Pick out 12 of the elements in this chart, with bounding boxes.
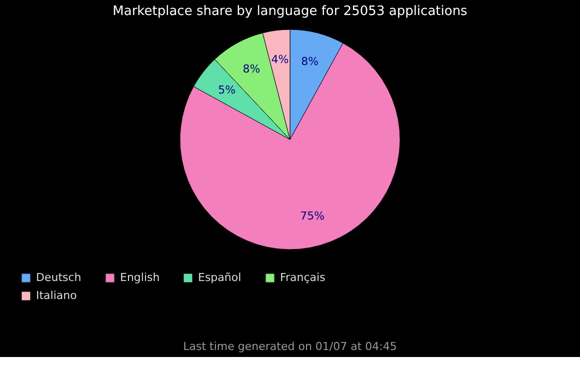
legend-label: Français (280, 271, 326, 284)
data-label: 75% (300, 209, 325, 222)
text: Last time generated on 01/07 at 04:45 (183, 340, 397, 353)
legend-label: Italiano (36, 289, 78, 302)
legend-label: Deutsch (36, 271, 82, 284)
data-label: 8% (301, 55, 319, 68)
legend-label: English (120, 271, 160, 284)
data-label: 8% (242, 62, 260, 76)
chart-title: Marketplace share by language for 25053 applications (112, 4, 468, 19)
data-label: 4% (271, 53, 289, 66)
legend-label: Español (198, 271, 242, 284)
data-label: 5% (218, 83, 236, 96)
